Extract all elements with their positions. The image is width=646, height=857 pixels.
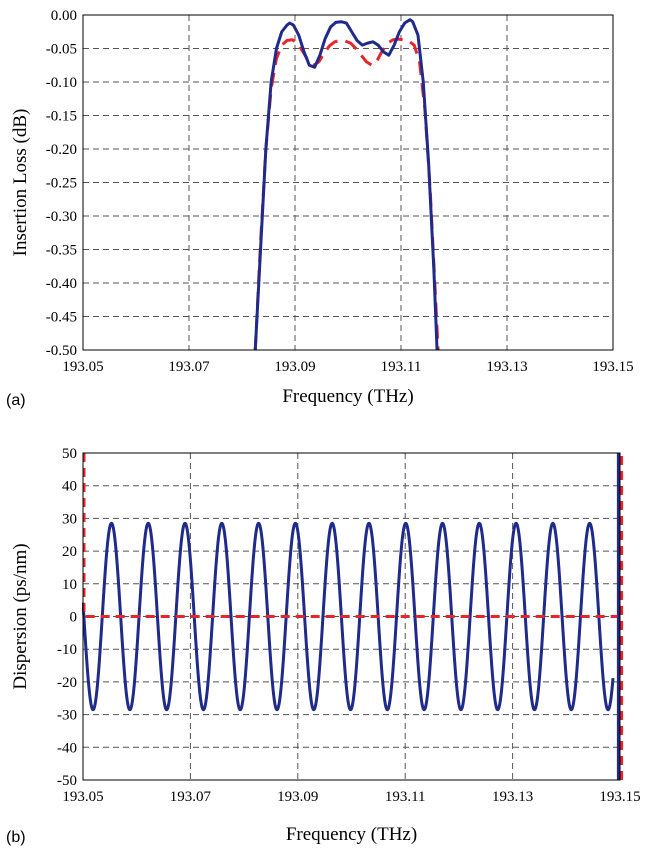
y-tick-label-b: -40 xyxy=(57,740,77,756)
y-axis-label-b: Dispersion (ps/nm) xyxy=(10,543,31,689)
x-tick-label-b: 193.05 xyxy=(62,789,103,805)
y-tick-label-b: -10 xyxy=(57,642,77,658)
y-tick-labels-b: 50 40 30 20 10 0 -10 -20 -30 -40 -50 xyxy=(57,446,77,789)
x-tick-label-b: 193.09 xyxy=(277,789,318,805)
y-tick-label-b: -30 xyxy=(57,708,77,724)
y-tick-label-a: -0.25 xyxy=(46,176,77,192)
plot-frame-a xyxy=(82,14,614,351)
y-tick-label-b: 10 xyxy=(62,577,77,593)
y-tick-label-a: -0.45 xyxy=(46,310,77,326)
x-tick-label-a: 193.07 xyxy=(168,359,210,375)
plot-frame-b xyxy=(82,452,621,781)
y-tick-label-a: -0.20 xyxy=(46,142,77,158)
y-tick-label-b: 20 xyxy=(62,544,77,560)
chart-panel-a: 0.00 -0.05 -0.10 -0.15 -0.20 -0.25 -0.30 -0.35 -… xyxy=(6,8,634,409)
x-axis-label-b: Frequency (THz) xyxy=(286,824,417,845)
series-line-dispersion-blue xyxy=(82,521,615,712)
y-tick-label-b: -20 xyxy=(57,675,77,691)
panel-label-a: (a) xyxy=(6,392,26,409)
y-tick-label-b: -50 xyxy=(57,773,77,789)
y-tick-labels-a: 0.00 -0.05 -0.10 -0.15 -0.20 -0.25 -0.30 -0.35 -… xyxy=(46,8,77,359)
series-group-a xyxy=(253,18,440,351)
x-tick-labels-b: 193.05 193.07 193.09 193.11 193.13 193.15 xyxy=(62,789,640,805)
x-tick-label-b: 193.07 xyxy=(170,789,212,805)
y-tick-label-a: 0.00 xyxy=(51,8,77,24)
series-line-loss-red xyxy=(253,37,440,351)
series-line-loss-blue xyxy=(253,18,439,351)
x-tick-labels-a: 193.05 193.07 193.09 193.11 193.13 193.15 xyxy=(62,359,633,375)
y-tick-label-b: 50 xyxy=(62,446,77,462)
y-axis-label-a: Insertion Loss (dB) xyxy=(10,109,31,257)
y-tick-label-a: -0.50 xyxy=(46,343,77,359)
grid-lines-a xyxy=(82,14,614,351)
x-tick-label-a: 193.09 xyxy=(274,359,315,375)
y-tick-label-b: 0 xyxy=(70,610,78,626)
y-tick-label-b: 40 xyxy=(62,479,77,495)
x-tick-label-a: 193.13 xyxy=(486,359,527,375)
x-tick-label-b: 193.13 xyxy=(492,789,533,805)
x-tick-label-b: 193.11 xyxy=(385,789,426,805)
x-axis-label-a: Frequency (THz) xyxy=(282,386,413,407)
x-tick-label-a: 193.15 xyxy=(592,359,633,375)
y-tick-label-a: -0.10 xyxy=(46,75,77,91)
x-tick-label-b: 193.15 xyxy=(599,789,640,805)
panel-label-b: (b) xyxy=(6,829,26,846)
y-tick-label-a: -0.15 xyxy=(46,109,77,125)
y-tick-label-a: -0.30 xyxy=(46,209,77,225)
y-tick-label-b: 30 xyxy=(62,511,77,527)
y-tick-label-a: -0.40 xyxy=(46,276,77,292)
y-tick-label-a: -0.35 xyxy=(46,243,77,259)
x-tick-label-a: 193.11 xyxy=(381,359,422,375)
x-tick-label-a: 193.05 xyxy=(62,359,103,375)
series-group-b xyxy=(82,453,624,780)
y-tick-label-a: -0.05 xyxy=(46,42,77,58)
